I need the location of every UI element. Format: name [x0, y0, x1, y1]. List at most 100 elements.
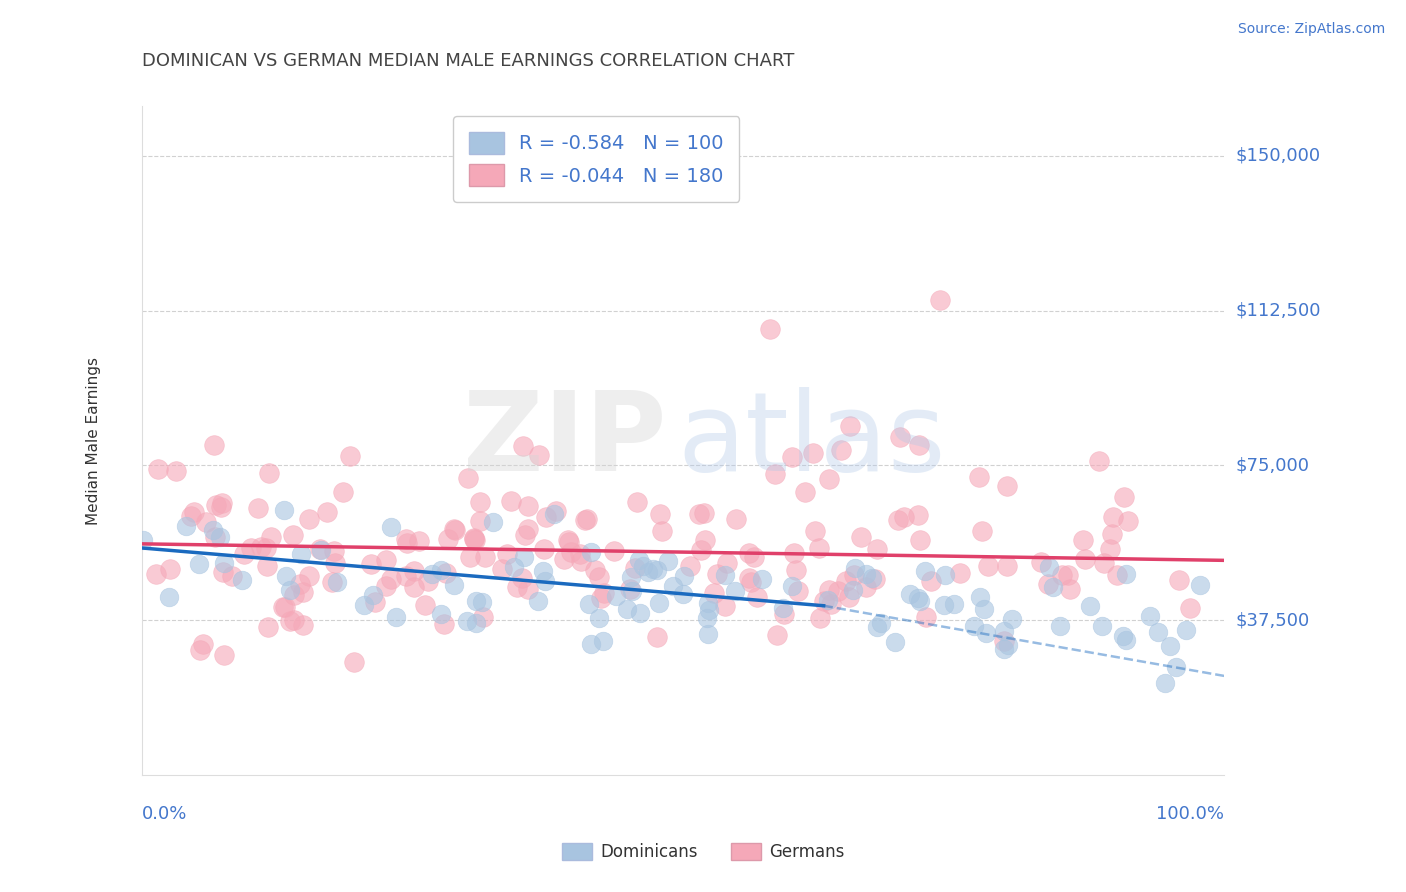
- Point: [1038, 560, 1060, 574]
- Point: [583, 564, 606, 578]
- Point: [290, 547, 312, 561]
- Point: [813, 594, 835, 608]
- Point: [202, 438, 225, 452]
- Point: [529, 448, 551, 462]
- Point: [429, 563, 451, 577]
- Point: [422, 566, 444, 581]
- Point: [468, 494, 491, 508]
- Point: [374, 579, 396, 593]
- Point: [628, 607, 651, 621]
- Point: [619, 582, 641, 597]
- Point: [569, 554, 592, 568]
- Legend: R = -0.584   N = 100, R = -0.044   N = 180: R = -0.584 N = 100, R = -0.044 N = 180: [453, 116, 740, 202]
- Point: [818, 472, 841, 486]
- Point: [214, 557, 236, 571]
- Point: [995, 479, 1018, 493]
- Point: [830, 443, 852, 458]
- Point: [1050, 567, 1073, 582]
- Point: [292, 584, 315, 599]
- Point: [740, 575, 762, 590]
- Point: [588, 611, 610, 625]
- Point: [963, 619, 986, 633]
- Point: [1059, 582, 1081, 596]
- Point: [616, 602, 638, 616]
- Point: [602, 544, 624, 558]
- Point: [1071, 533, 1094, 547]
- Point: [510, 571, 533, 585]
- Point: [361, 588, 384, 602]
- Point: [662, 579, 685, 593]
- Point: [145, 567, 167, 582]
- Point: [884, 635, 907, 649]
- Point: [413, 598, 436, 612]
- Point: [910, 594, 932, 608]
- Point: [808, 541, 831, 556]
- Point: [505, 580, 527, 594]
- Point: [787, 584, 810, 599]
- Point: [785, 563, 807, 577]
- Point: [132, 533, 155, 547]
- Point: [380, 520, 402, 534]
- Point: [967, 469, 990, 483]
- Point: [513, 549, 536, 564]
- Point: [516, 499, 538, 513]
- Point: [605, 589, 627, 603]
- Point: [472, 610, 495, 624]
- Point: [260, 530, 283, 544]
- Point: [174, 518, 197, 533]
- Point: [1056, 568, 1078, 582]
- Point: [323, 556, 346, 570]
- Point: [332, 485, 354, 500]
- Text: 0.0%: 0.0%: [142, 805, 187, 823]
- Point: [889, 429, 911, 443]
- Point: [274, 600, 297, 615]
- Point: [402, 580, 425, 594]
- Point: [574, 513, 596, 527]
- Point: [645, 563, 668, 577]
- Point: [1105, 567, 1128, 582]
- Point: [326, 574, 349, 589]
- Point: [929, 293, 952, 308]
- Point: [250, 540, 273, 554]
- Point: [292, 617, 315, 632]
- Point: [724, 584, 747, 599]
- Point: [820, 597, 842, 611]
- Point: [588, 570, 610, 584]
- Point: [637, 566, 659, 580]
- Point: [533, 541, 555, 556]
- Point: [569, 548, 592, 562]
- Point: [180, 509, 202, 524]
- Point: [502, 560, 524, 574]
- Point: [465, 616, 488, 631]
- Point: [298, 512, 321, 526]
- Legend: Dominicans, Germans: Dominicans, Germans: [555, 836, 851, 868]
- Point: [444, 523, 467, 537]
- Point: [233, 548, 256, 562]
- Point: [385, 609, 408, 624]
- Point: [969, 590, 991, 604]
- Point: [247, 500, 270, 515]
- Point: [443, 578, 465, 592]
- Point: [914, 564, 936, 578]
- Point: [801, 446, 824, 460]
- Point: [512, 439, 534, 453]
- Point: [517, 582, 540, 596]
- Point: [703, 586, 725, 600]
- Point: [239, 541, 262, 555]
- Point: [724, 512, 747, 526]
- Point: [942, 597, 965, 611]
- Point: [1091, 619, 1114, 633]
- Point: [1115, 566, 1137, 581]
- Point: [395, 568, 418, 582]
- Point: [212, 565, 235, 579]
- Point: [782, 450, 804, 465]
- Point: [641, 562, 664, 576]
- Point: [973, 602, 995, 616]
- Point: [380, 572, 402, 586]
- Point: [695, 533, 717, 547]
- Point: [281, 527, 304, 541]
- Point: [592, 634, 614, 648]
- Point: [591, 591, 613, 605]
- Point: [997, 638, 1019, 652]
- Point: [624, 561, 647, 575]
